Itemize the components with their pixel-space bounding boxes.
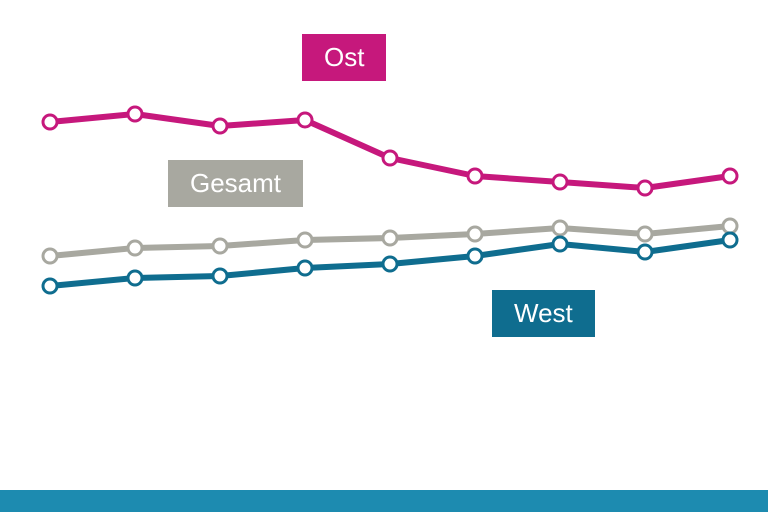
line-chart: Ost Gesamt West [0,0,768,512]
series-marker-gesamt [128,241,142,255]
series-marker-west [43,279,57,293]
series-marker-ost [298,113,312,127]
legend-gesamt-label: Gesamt [190,168,281,198]
series-marker-ost [638,181,652,195]
series-marker-west [128,271,142,285]
series-marker-west [213,269,227,283]
series-marker-ost [468,169,482,183]
series-marker-ost [43,115,57,129]
series-marker-ost [128,107,142,121]
series-marker-gesamt [383,231,397,245]
series-marker-ost [723,169,737,183]
series-marker-ost [553,175,567,189]
series-marker-west [468,249,482,263]
series-marker-west [298,261,312,275]
legend-gesamt: Gesamt [168,160,303,207]
series-marker-ost [213,119,227,133]
series-marker-gesamt [298,233,312,247]
legend-ost: Ost [302,34,386,81]
series-marker-gesamt [553,221,567,235]
series-marker-gesamt [723,219,737,233]
legend-west-label: West [514,298,573,328]
series-marker-west [383,257,397,271]
series-marker-gesamt [43,249,57,263]
series-marker-gesamt [468,227,482,241]
legend-west: West [492,290,595,337]
series-marker-west [723,233,737,247]
series-marker-west [638,245,652,259]
footer-bar [0,490,768,512]
legend-ost-label: Ost [324,42,364,72]
series-marker-gesamt [213,239,227,253]
series-marker-west [553,237,567,251]
series-marker-gesamt [638,227,652,241]
series-marker-ost [383,151,397,165]
